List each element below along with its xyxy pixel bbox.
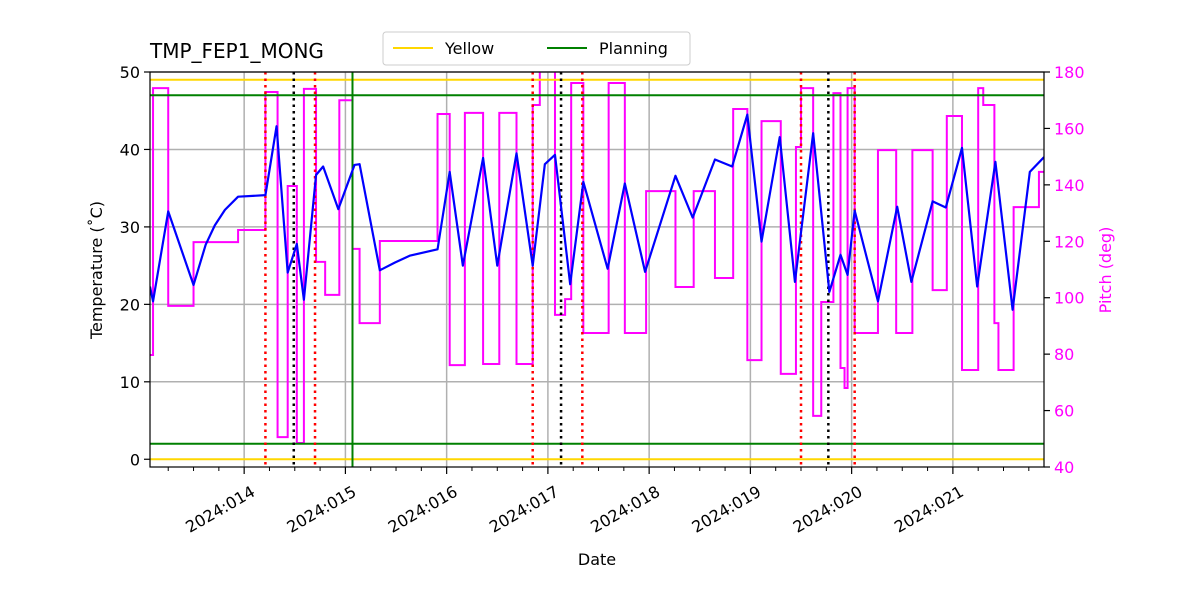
y-tick-label: 50	[120, 63, 140, 82]
y-tick-label: 20	[120, 295, 140, 314]
y2-tick-label: 160	[1054, 119, 1085, 138]
y2-tick-label: 180	[1054, 63, 1085, 82]
x-tick-label: 2024:019	[689, 482, 765, 537]
chart-title: TMP_FEP1_MONG	[149, 39, 324, 63]
x-tick-label: 2024:016	[385, 482, 461, 537]
x-tick-label: 2024:018	[587, 482, 663, 537]
x-tick-label: 2024:020	[790, 482, 866, 537]
y-tick-label: 0	[130, 450, 140, 469]
x-tick-label: 2024:021	[891, 482, 967, 537]
y-tick-label: 40	[120, 140, 140, 159]
y2-tick-label: 80	[1054, 345, 1074, 364]
x-tick-label: 2024:015	[284, 482, 360, 537]
y2-tick-label: 140	[1054, 176, 1085, 195]
y2-axis-label: Pitch (deg)	[1096, 227, 1115, 314]
y-tick-label: 30	[120, 218, 140, 237]
plot-area	[150, 69, 1044, 467]
y2-tick-label: 40	[1054, 458, 1074, 477]
y-axis-label: Temperature (˚C)	[87, 201, 106, 340]
legend: Yellow Planning	[383, 32, 690, 65]
x-tick-label: 2024:014	[182, 482, 258, 537]
legend-label-yellow: Yellow	[444, 39, 494, 58]
y2-tick-label: 120	[1054, 232, 1085, 251]
y2-tick-label: 100	[1054, 289, 1085, 308]
temperature-series-line	[150, 115, 1044, 310]
pitch-series-line	[150, 69, 1044, 443]
x-axis-label: Date	[578, 550, 616, 569]
legend-label-planning: Planning	[599, 39, 668, 58]
y2-tick-label: 60	[1054, 402, 1074, 421]
x-tick-label: 2024:017	[486, 482, 562, 537]
y-tick-label: 10	[120, 373, 140, 392]
